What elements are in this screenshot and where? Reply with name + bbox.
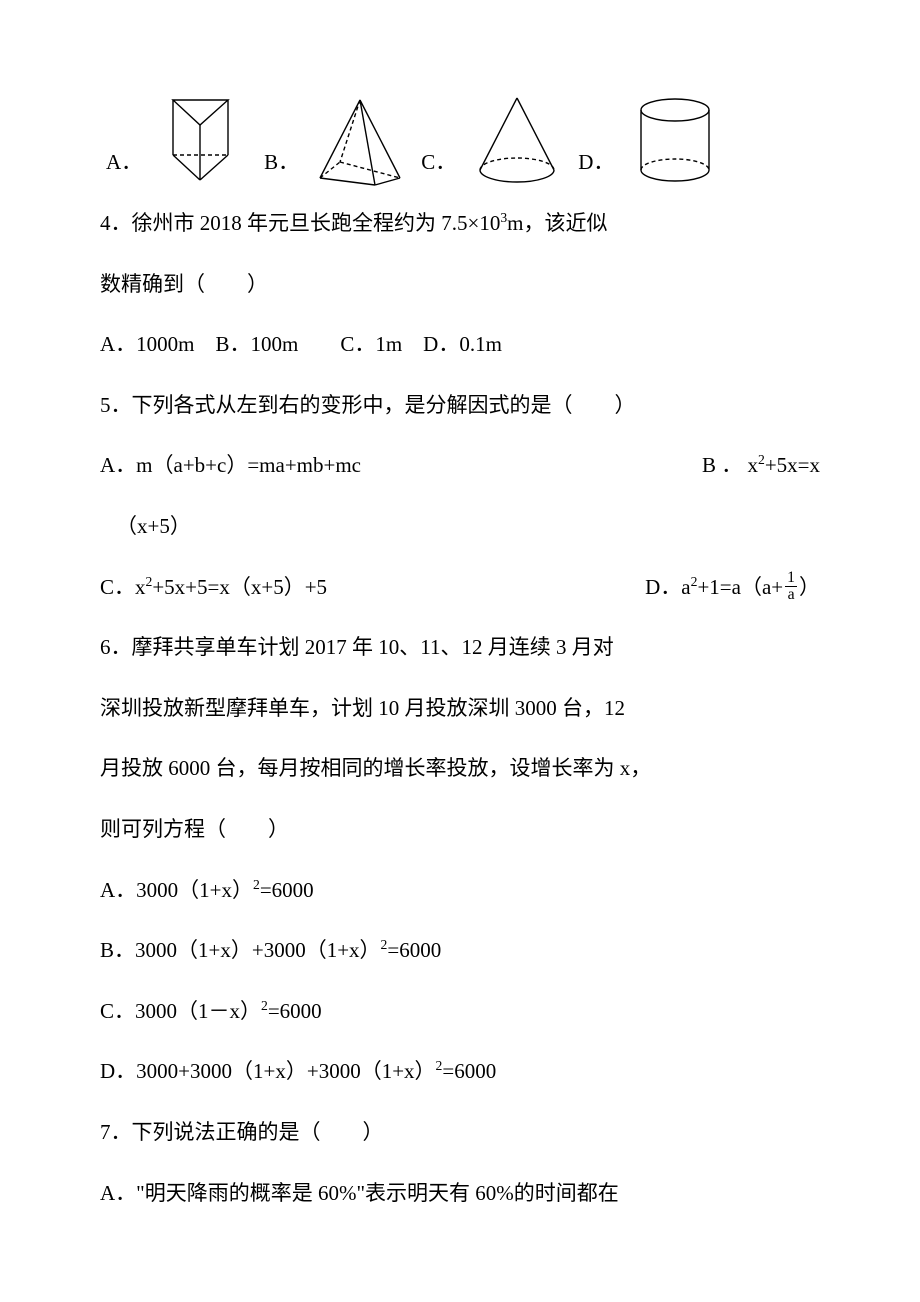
- q3-shape-pyramid: [305, 90, 415, 190]
- q5-c-pre: C．x: [100, 575, 146, 599]
- q6-opt-c: C．3000（1－x）2=6000: [100, 984, 820, 1039]
- q5-row-cd: C．x2+5x+5=x（x+5）+5 D．a2+1=a（a+1a）: [100, 560, 820, 615]
- q4-part2: m，该近似: [507, 211, 607, 235]
- q6-l3: 月投放 6000 台，每月按相同的增长率投放，设增长率为 x，: [100, 741, 820, 796]
- q5-opt-d: D．a2+1=a（a+1a）: [645, 560, 820, 615]
- q5-c-mid: +5x+5=x（x+5）+5: [152, 575, 327, 599]
- q4-text: 4．徐州市 2018 年元旦长跑全程约为 7.5×103m，该近似: [100, 196, 820, 251]
- q5-opt-b: B ． x2+5x=x: [702, 438, 820, 493]
- q6-d-pre: D．3000+3000（1+x）+3000（1+x）: [100, 1059, 436, 1083]
- q5-opt-c: C．x2+5x+5=x（x+5）+5: [100, 560, 327, 615]
- q6-opt-a: A．3000（1+x）2=6000: [100, 863, 820, 918]
- q5-frac: 1a: [785, 570, 797, 604]
- q5-text: 5．下列各式从左到右的变形中，是分解因式的是（ ）: [100, 378, 820, 433]
- q3-options-row: A． B． C．: [100, 90, 820, 190]
- q5-b-line2: （x+5）: [100, 499, 820, 554]
- q6-l4: 则可列方程（ ）: [100, 802, 820, 857]
- q5-b-sup: 2: [758, 452, 765, 467]
- q5-frac-num: 1: [785, 570, 797, 588]
- q3-shape-cone: [462, 90, 572, 190]
- q5-b-post: +5x=x: [765, 453, 820, 477]
- q6-c-post: =6000: [268, 999, 322, 1023]
- q6-c-pre: C．3000（1－x）: [100, 999, 261, 1023]
- q5-b-pre: B ． x: [702, 453, 758, 477]
- q7-text: 7．下列说法正确的是（ ）: [100, 1105, 820, 1160]
- q6-c-sup: 2: [261, 998, 268, 1013]
- q6-opt-d: D．3000+3000（1+x）+3000（1+x）2=6000: [100, 1044, 820, 1099]
- q5-row-ab: A．m（a+b+c）=ma+mb+mc B ． x2+5x=x: [100, 438, 820, 493]
- q6-opt-b: B．3000（1+x）+3000（1+x）2=6000: [100, 923, 820, 978]
- q3-opt-d-label: D．: [578, 135, 614, 190]
- q4-opts: A．1000m B．100m C．1m D．0.1m: [100, 317, 820, 372]
- q3-shape-prism: [148, 90, 258, 190]
- q3-opt-b-label: B．: [264, 135, 299, 190]
- q3-opt-c-label: C．: [421, 135, 456, 190]
- q4-part1: 4．徐州市 2018 年元旦长跑全程约为 7.5×10: [100, 211, 500, 235]
- q3-shape-cylinder: [620, 90, 730, 190]
- q6-a-pre: A．3000（1+x）: [100, 878, 253, 902]
- q7-opt-a: A．"明天降雨的概率是 60%"表示明天有 60%的时间都在: [100, 1166, 820, 1221]
- q3-opt-a-label: A．: [106, 135, 142, 190]
- q5-d-post: ）: [799, 575, 820, 599]
- q5-opt-a: A．m（a+b+c）=ma+mb+mc: [100, 438, 361, 493]
- q6-l2: 深圳投放新型摩拜单车，计划 10 月投放深圳 3000 台，12: [100, 681, 820, 736]
- q5-d-pre: D．a: [645, 575, 691, 599]
- q6-b-pre: B．3000（1+x）+3000（1+x）: [100, 938, 381, 962]
- q6-a-post: =6000: [260, 878, 314, 902]
- q6-d-post: =6000: [442, 1059, 496, 1083]
- q5-d-mid: +1=a（a+: [697, 575, 783, 599]
- q6-b-post: =6000: [387, 938, 441, 962]
- q4-text3: 数精确到（ ）: [100, 257, 820, 312]
- q6-l1: 6．摩拜共享单车计划 2017 年 10、11、12 月连续 3 月对: [100, 620, 820, 675]
- q6-a-sup: 2: [253, 877, 260, 892]
- q5-frac-den: a: [785, 587, 797, 604]
